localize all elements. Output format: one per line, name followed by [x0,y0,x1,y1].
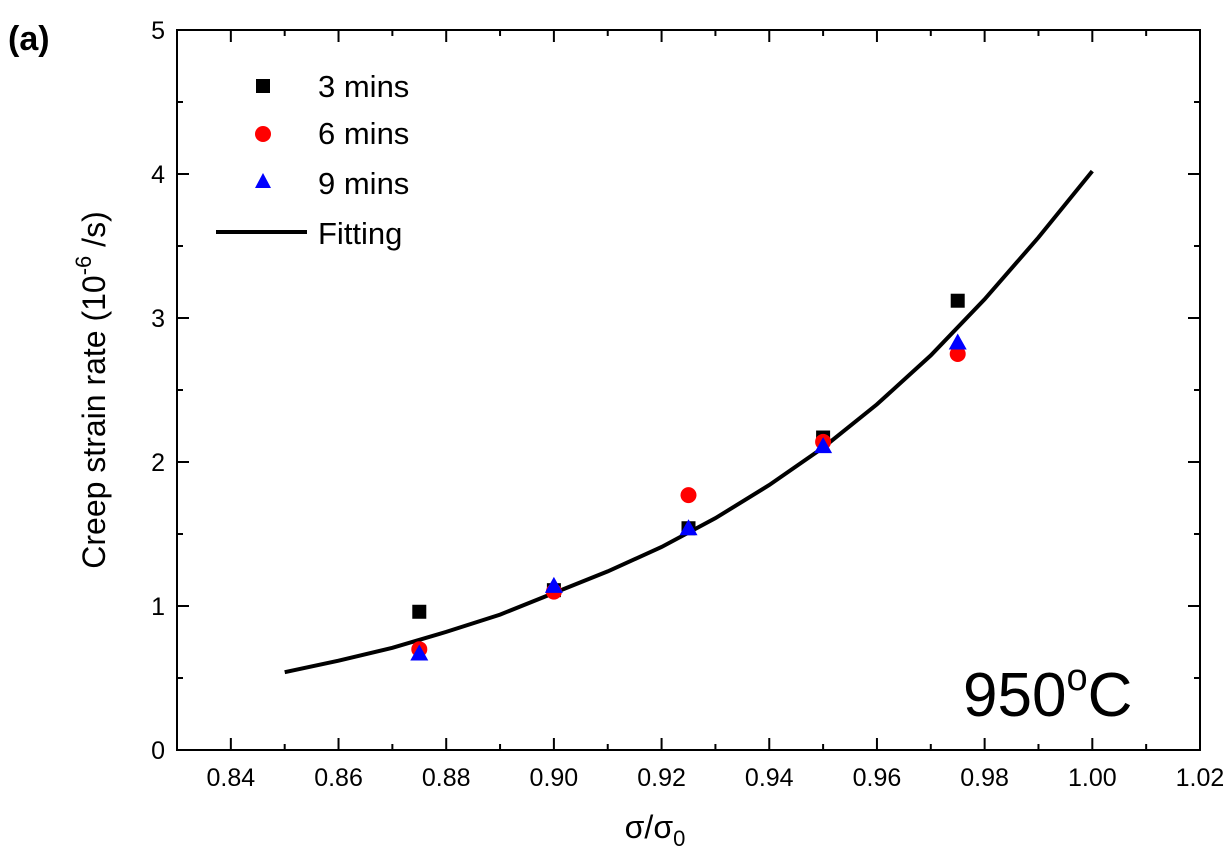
x-axis-title: σ/σ0 [625,809,686,851]
data-point-9-mins [948,333,967,350]
legend-marker-6-mins [255,126,271,142]
panel-label: (a) [8,20,50,58]
fitting-curve-layer [284,169,1094,675]
y-tick-label: 3 [151,305,165,333]
data-point-9-mins [410,644,429,661]
temperature-annotation: 950oC [963,657,1132,730]
data-point-3-mins [950,293,965,308]
legend: 3 mins 6 mins 9 mins Fitting [216,69,409,251]
legend-label-9-mins: 9 mins [318,166,409,201]
x-tick-label: 1.02 [1176,764,1225,792]
y-tick-label: 0 [151,737,165,765]
data-point-3-mins [412,604,427,619]
legend-label-3-mins: 3 mins [318,69,409,104]
x-tick-label: 0.86 [314,764,363,792]
legend-label-fitting: Fitting [318,216,402,251]
y-axis-ticks: 0 1 2 3 4 5 [151,17,1200,765]
x-tick-label: 0.90 [530,764,579,792]
y-tick-label: 2 [151,449,165,477]
x-tick-label: 0.94 [745,764,794,792]
x-tick-label: 0.96 [853,764,902,792]
data-point-6-mins [949,346,966,362]
x-tick-label: 0.98 [960,764,1009,792]
x-tick-label: 0.88 [422,764,471,792]
legend-marker-3-mins [256,79,270,93]
x-tick-label: 0.92 [637,764,686,792]
fitting-curve [284,169,1094,675]
x-tick-label: 0.84 [207,764,256,792]
legend-marker-9-mins [255,173,271,188]
y-tick-label: 4 [151,161,165,189]
data-point-9-mins [814,437,833,454]
x-axis-ticks: 0.84 0.86 0.88 0.90 0.92 0.94 0.96 0.98 1.00 1.02 [176,30,1225,792]
data-point-9-mins [679,519,698,536]
data-points-layer [410,293,967,661]
data-point-9-mins [544,576,563,593]
legend-label-6-mins: 6 mins [318,116,409,151]
y-tick-label: 1 [151,593,165,621]
x-tick-label: 1.00 [1068,764,1117,792]
data-point-6-mins [680,487,697,504]
y-axis-title: Creep strain rate (10-6 /s) [71,211,112,568]
y-tick-label: 5 [151,17,165,45]
